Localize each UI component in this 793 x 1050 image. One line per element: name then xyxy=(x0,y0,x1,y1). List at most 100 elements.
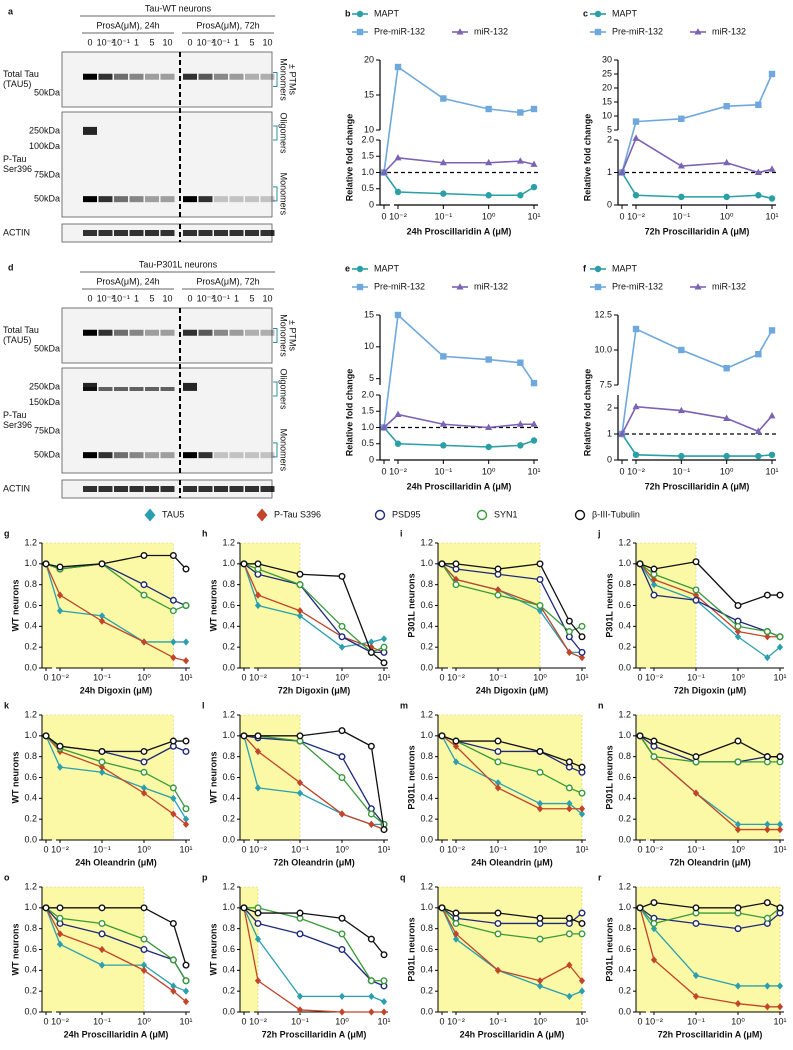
y-tick-label: 0.6 xyxy=(420,944,433,954)
y-tick-label: 15 xyxy=(364,89,374,99)
point xyxy=(182,747,190,755)
x-tick-label: 10⁻² xyxy=(627,211,645,221)
point xyxy=(182,961,190,969)
point xyxy=(170,987,177,995)
x-tick-label: 10⁻² xyxy=(51,672,69,682)
y-tick-label: 0.0 xyxy=(420,1006,433,1016)
point xyxy=(536,607,544,615)
lane-label: 1 xyxy=(134,37,139,47)
point xyxy=(768,451,776,458)
band xyxy=(83,329,97,336)
y-tick-label: 0.6 xyxy=(420,600,433,610)
point xyxy=(56,763,64,771)
band xyxy=(160,196,175,203)
point xyxy=(170,982,177,990)
point xyxy=(755,192,762,199)
point xyxy=(140,747,148,755)
band xyxy=(198,73,213,80)
point xyxy=(338,1008,346,1016)
band xyxy=(229,73,244,80)
point xyxy=(650,925,658,933)
point xyxy=(530,437,538,444)
lane-label: 10⁻² xyxy=(197,37,215,47)
lane-label: 1 xyxy=(134,293,139,303)
point xyxy=(140,935,148,943)
point xyxy=(636,904,644,912)
y-tick-label: 0.0 xyxy=(24,662,37,672)
band xyxy=(260,486,275,492)
legend-marker xyxy=(574,509,586,521)
band xyxy=(160,329,175,336)
point xyxy=(632,325,640,333)
point xyxy=(296,992,304,1001)
point xyxy=(254,919,262,927)
point xyxy=(140,758,148,766)
band xyxy=(145,73,159,80)
legend-label: Pre-miR-132 xyxy=(374,26,425,36)
y-tick-label: 0.2 xyxy=(420,814,433,824)
panel-label: c xyxy=(583,8,588,18)
point xyxy=(394,311,402,319)
x-tick-label: 10⁻² xyxy=(447,672,465,682)
point xyxy=(56,742,64,750)
point xyxy=(452,930,460,938)
point xyxy=(768,195,776,202)
side-label: Monomers xyxy=(279,173,289,216)
band xyxy=(198,196,213,203)
y-tick-label: 5 xyxy=(607,124,612,134)
point xyxy=(240,904,248,912)
legend-marker xyxy=(356,283,364,291)
point xyxy=(296,607,304,615)
y-tick-label: 12.5 xyxy=(594,309,612,319)
x-tick-label: 10⁻² xyxy=(389,466,407,476)
legend-marker xyxy=(356,10,364,18)
point xyxy=(692,596,700,604)
y-tick-label: 1.0 xyxy=(420,730,433,740)
lane-label: 10⁻¹ xyxy=(112,293,130,303)
band xyxy=(129,387,144,391)
point xyxy=(42,560,50,568)
band xyxy=(160,73,175,80)
y-tick-label: 1.0 xyxy=(420,558,433,568)
lane-label: 10 xyxy=(162,37,172,47)
y-tick-label: 1 xyxy=(607,167,612,177)
legend-marker xyxy=(594,28,602,36)
x-tick-label: 0 xyxy=(637,844,642,854)
y-tick-label: 0.4 xyxy=(618,621,631,631)
point xyxy=(182,657,190,665)
y-tick-label: 20 xyxy=(602,82,612,92)
legend-label: SYN1 xyxy=(494,509,518,519)
point xyxy=(182,977,190,985)
lane-label: 0 xyxy=(87,293,92,303)
point xyxy=(56,940,64,948)
point xyxy=(578,622,586,630)
x-axis-label: 72h Proscillaridin A (μM) xyxy=(262,1029,367,1039)
point xyxy=(98,747,106,755)
point xyxy=(485,423,493,431)
legend-label: miR-132 xyxy=(712,26,746,36)
point xyxy=(578,977,586,985)
y-tick-label: 1.0 xyxy=(222,902,235,912)
legend-marker xyxy=(356,265,364,273)
point xyxy=(140,638,148,646)
x-tick-label: 10¹ xyxy=(575,672,588,682)
side-label: Monomers xyxy=(279,58,289,101)
point xyxy=(368,992,375,1001)
x-tick-label: 0 xyxy=(43,844,48,854)
lane-label: 10 xyxy=(262,37,272,47)
lane-label: 5 xyxy=(249,37,254,47)
point xyxy=(452,581,460,589)
x-axis-label: 72h Proscillaridin A (μM) xyxy=(658,1029,763,1039)
point xyxy=(380,168,388,176)
point xyxy=(530,420,538,427)
x-tick-label: 10⁻¹ xyxy=(489,844,507,854)
point xyxy=(494,591,502,599)
point xyxy=(517,109,524,116)
point xyxy=(380,977,388,985)
point xyxy=(394,154,402,161)
x-tick-label: 10¹ xyxy=(179,1016,192,1026)
legend-label: MAPT xyxy=(612,263,638,273)
panel-label: f xyxy=(583,263,587,273)
y-tick-label: 0.6 xyxy=(222,772,235,782)
x-tick-label: 10¹ xyxy=(773,844,786,854)
